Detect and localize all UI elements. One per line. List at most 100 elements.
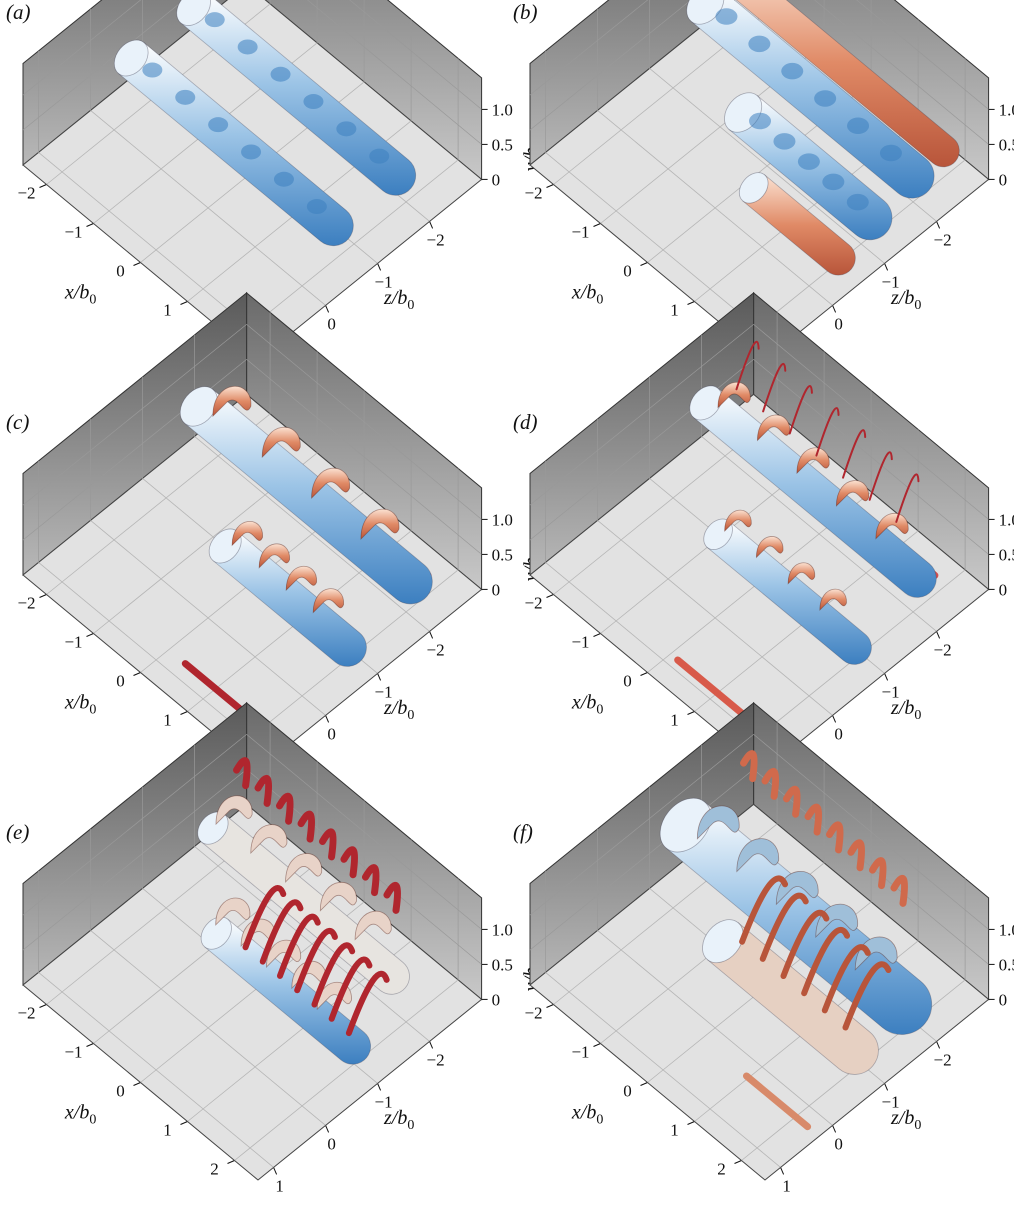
vortex-loop bbox=[311, 467, 350, 500]
outer-tube-left bbox=[735, 0, 960, 168]
vortex-rib bbox=[739, 875, 789, 945]
z-tick-mark bbox=[377, 673, 382, 681]
y-tick-label: 0.5 bbox=[999, 135, 1014, 154]
grid-line bbox=[234, 979, 459, 1161]
vortex-blob bbox=[369, 148, 390, 164]
x-tick-mark bbox=[734, 1160, 742, 1164]
y-tick-label: 1.0 bbox=[492, 100, 513, 119]
y-tick-label: 0.5 bbox=[492, 955, 513, 974]
vortex-blob bbox=[822, 173, 845, 191]
outer-tube-right-end bbox=[738, 172, 769, 204]
panel-label: (b) bbox=[513, 0, 538, 24]
z-tick-mark bbox=[377, 1083, 382, 1091]
vortex-loop bbox=[835, 480, 870, 507]
outer-tube-right bbox=[742, 174, 856, 276]
x-axis-label: x/b0 bbox=[64, 281, 96, 307]
vortex-loop bbox=[717, 381, 751, 409]
z-tick-mark bbox=[936, 221, 941, 229]
vortex-tube-right-end bbox=[200, 916, 232, 950]
x-tick-mark bbox=[640, 262, 648, 266]
z-tick-mark bbox=[884, 673, 889, 681]
panel-label: (e) bbox=[6, 820, 30, 844]
x-tick-mark bbox=[546, 1004, 554, 1008]
y-tick-label: 1.0 bbox=[999, 920, 1014, 939]
grid-line bbox=[529, 0, 649, 96]
vortex-loop bbox=[775, 871, 819, 906]
vortex-loop bbox=[854, 936, 898, 971]
x-tick-label: −2 bbox=[17, 594, 35, 613]
x-tick-label: −1 bbox=[64, 1043, 82, 1062]
x-tick-label: 0 bbox=[623, 672, 632, 691]
grid-line bbox=[529, 734, 754, 916]
x-tick-label: 2 bbox=[717, 1160, 726, 1179]
vortex-blob bbox=[175, 89, 196, 105]
vortex-loop bbox=[231, 521, 263, 547]
x-axis-label: x/b0 bbox=[571, 281, 603, 307]
x-tick-label: −2 bbox=[17, 1004, 35, 1023]
vortex-loop bbox=[312, 588, 344, 614]
vortex-rib bbox=[345, 970, 390, 1037]
vortex-rib bbox=[242, 885, 287, 951]
z-tick-mark bbox=[936, 631, 941, 639]
grid-line bbox=[649, 68, 885, 264]
grid-line bbox=[22, 734, 247, 916]
grid-line bbox=[194, 436, 430, 632]
vortex-rib bbox=[847, 839, 866, 872]
x-tick-mark bbox=[133, 262, 141, 266]
grid-line bbox=[90, 930, 326, 1126]
x-tick-label: 0 bbox=[116, 1082, 125, 1101]
vortex-loop bbox=[354, 910, 392, 941]
vortex-rib bbox=[801, 927, 851, 997]
vortex-loop bbox=[360, 508, 400, 540]
z-tick-mark bbox=[273, 1167, 278, 1175]
vortex-rib bbox=[340, 846, 359, 879]
vortex-rib bbox=[821, 944, 871, 1014]
z-axis-label: z/b0 bbox=[383, 287, 414, 313]
vortex-tube-right bbox=[212, 530, 367, 667]
x-tick-label: −1 bbox=[571, 633, 589, 652]
vortex-rib bbox=[783, 785, 801, 818]
z-tick-label: −1 bbox=[375, 682, 393, 701]
x-tick-label: 1 bbox=[670, 301, 679, 320]
vortex-loop bbox=[815, 903, 858, 939]
vortex-loop bbox=[285, 565, 317, 592]
vortex-blob bbox=[142, 62, 163, 78]
vortex-loop bbox=[285, 853, 323, 883]
vortex-rib bbox=[761, 767, 780, 800]
x-tick-mark bbox=[593, 1043, 601, 1047]
x-tick-label: 0 bbox=[116, 262, 125, 281]
vortex-rib bbox=[759, 892, 809, 962]
vortex-tube-left bbox=[184, 388, 433, 605]
panel-label: (f) bbox=[513, 820, 533, 844]
x-axis-label: x/b0 bbox=[571, 691, 603, 717]
z-tick-label: −2 bbox=[934, 640, 952, 659]
vortex-rib bbox=[294, 928, 338, 994]
x-tick-mark bbox=[546, 594, 554, 598]
x-tick-mark bbox=[687, 711, 695, 715]
vortex-rib bbox=[383, 881, 401, 914]
z-tick-mark bbox=[936, 1041, 941, 1049]
y-tick-label: 1.0 bbox=[999, 100, 1014, 119]
small-rib bbox=[762, 363, 787, 413]
z-tick-mark bbox=[429, 1041, 434, 1049]
vortex-loop bbox=[796, 447, 830, 475]
vortex-tube-right-end bbox=[113, 39, 149, 77]
y-tick-label: 0.5 bbox=[999, 955, 1014, 974]
z-tick-mark bbox=[780, 1167, 785, 1175]
x-tick-label: −2 bbox=[17, 184, 35, 203]
vortex-rib bbox=[804, 803, 823, 836]
grid-line bbox=[597, 930, 833, 1126]
x-tick-mark bbox=[640, 672, 648, 676]
z-axis-label: z/b0 bbox=[890, 697, 921, 723]
x-tick-mark bbox=[687, 301, 695, 305]
x-tick-mark bbox=[39, 594, 47, 598]
z-tick-mark bbox=[832, 305, 837, 313]
z-tick-label: 0 bbox=[834, 724, 843, 743]
z-tick-label: 1 bbox=[275, 1176, 284, 1195]
z-axis-label: z/b0 bbox=[890, 287, 921, 313]
vortex-tube-right bbox=[706, 520, 872, 665]
small-rib bbox=[842, 429, 867, 479]
z-tick-mark bbox=[429, 221, 434, 229]
